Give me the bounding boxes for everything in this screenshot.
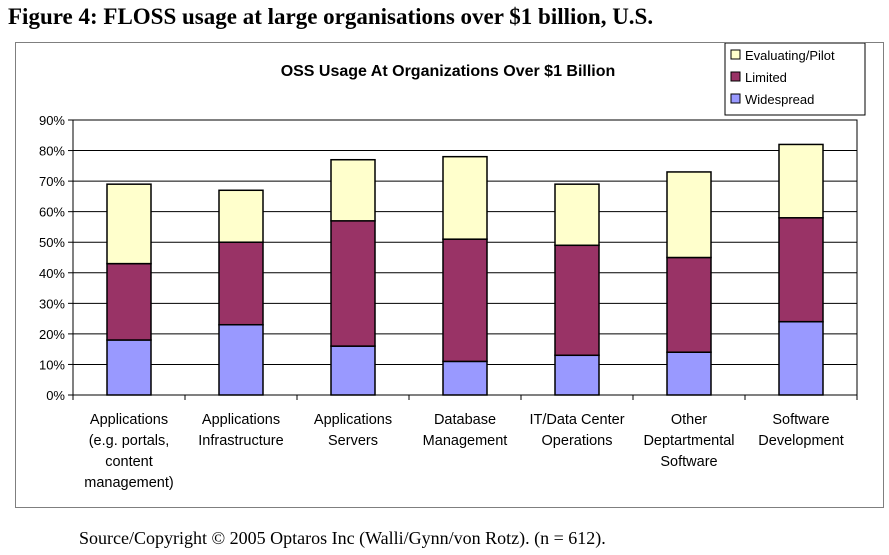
bar-widespread <box>106 339 152 396</box>
chart-title: OSS Usage At Organizations Over $1 Billi… <box>281 63 616 80</box>
bar-widespread <box>554 354 600 396</box>
x-tick-label: content <box>105 454 153 470</box>
x-tick-label: management) <box>84 475 173 491</box>
x-tick-label: Deptartmental <box>643 433 734 449</box>
bar-limited <box>218 241 264 326</box>
x-tick-label: (e.g. portals, <box>89 433 170 449</box>
bar-widespread <box>442 360 488 396</box>
bar-widespread <box>778 320 824 396</box>
source-note: Source/Copyright © 2005 Optaros Inc (Wal… <box>79 528 606 548</box>
bar-evaluating-pilot <box>330 158 376 222</box>
legend-swatch <box>730 93 741 104</box>
x-tick-label: Infrastructure <box>198 433 283 449</box>
x-tick-label: Applications <box>202 412 280 428</box>
y-tick-label: 30% <box>39 296 65 311</box>
bar-evaluating-pilot <box>106 183 152 265</box>
chart-frame: OSS Usage At Organizations Over $1 Billi… <box>15 42 884 508</box>
x-tick-label: IT/Data Center <box>529 412 624 428</box>
bar-limited <box>330 220 376 347</box>
y-tick-label: 90% <box>39 113 65 128</box>
y-tick-label: 10% <box>39 357 65 372</box>
bar-limited <box>666 256 712 353</box>
legend-swatch <box>730 49 741 60</box>
bar-evaluating-pilot <box>778 143 824 219</box>
y-tick-label: 20% <box>39 327 65 342</box>
x-tick-label: Operations <box>542 433 613 449</box>
bar-limited <box>442 238 488 363</box>
bar-evaluating-pilot <box>554 183 600 247</box>
y-tick-label: 70% <box>39 174 65 189</box>
bar-evaluating-pilot <box>666 171 712 259</box>
bar-widespread <box>330 345 376 396</box>
y-tick-label: 0% <box>46 388 65 403</box>
legend-label: Widespread <box>745 92 814 107</box>
y-tick-label: 60% <box>39 205 65 220</box>
x-tick-label: Development <box>758 433 843 449</box>
bar-limited <box>554 244 600 357</box>
figure-title: Figure 4: FLOSS usage at large organisat… <box>8 4 654 29</box>
y-tick-label: 40% <box>39 266 65 281</box>
bar-limited <box>106 262 152 341</box>
legend-swatch <box>730 71 741 82</box>
y-tick-label: 50% <box>39 235 65 250</box>
bar-evaluating-pilot <box>442 155 488 240</box>
legend-label: Limited <box>745 70 787 85</box>
bar-widespread <box>218 323 264 396</box>
legend-label: Evaluating/Pilot <box>745 48 835 63</box>
x-tick-label: Other <box>671 412 707 428</box>
x-tick-label: Applications <box>90 412 168 428</box>
x-tick-label: Software <box>660 454 717 470</box>
bar-widespread <box>666 351 712 396</box>
x-tick-label: Servers <box>328 433 378 449</box>
bar-limited <box>778 217 824 323</box>
x-tick-label: Management <box>423 433 508 449</box>
x-tick-label: Software <box>772 412 829 428</box>
y-tick-label: 80% <box>39 144 65 159</box>
bar-evaluating-pilot <box>218 189 264 243</box>
x-tick-label: Database <box>434 412 496 428</box>
oss-usage-chart: OSS Usage At Organizations Over $1 Billi… <box>39 43 866 491</box>
legend-box <box>724 43 866 116</box>
x-tick-label: Applications <box>314 412 392 428</box>
